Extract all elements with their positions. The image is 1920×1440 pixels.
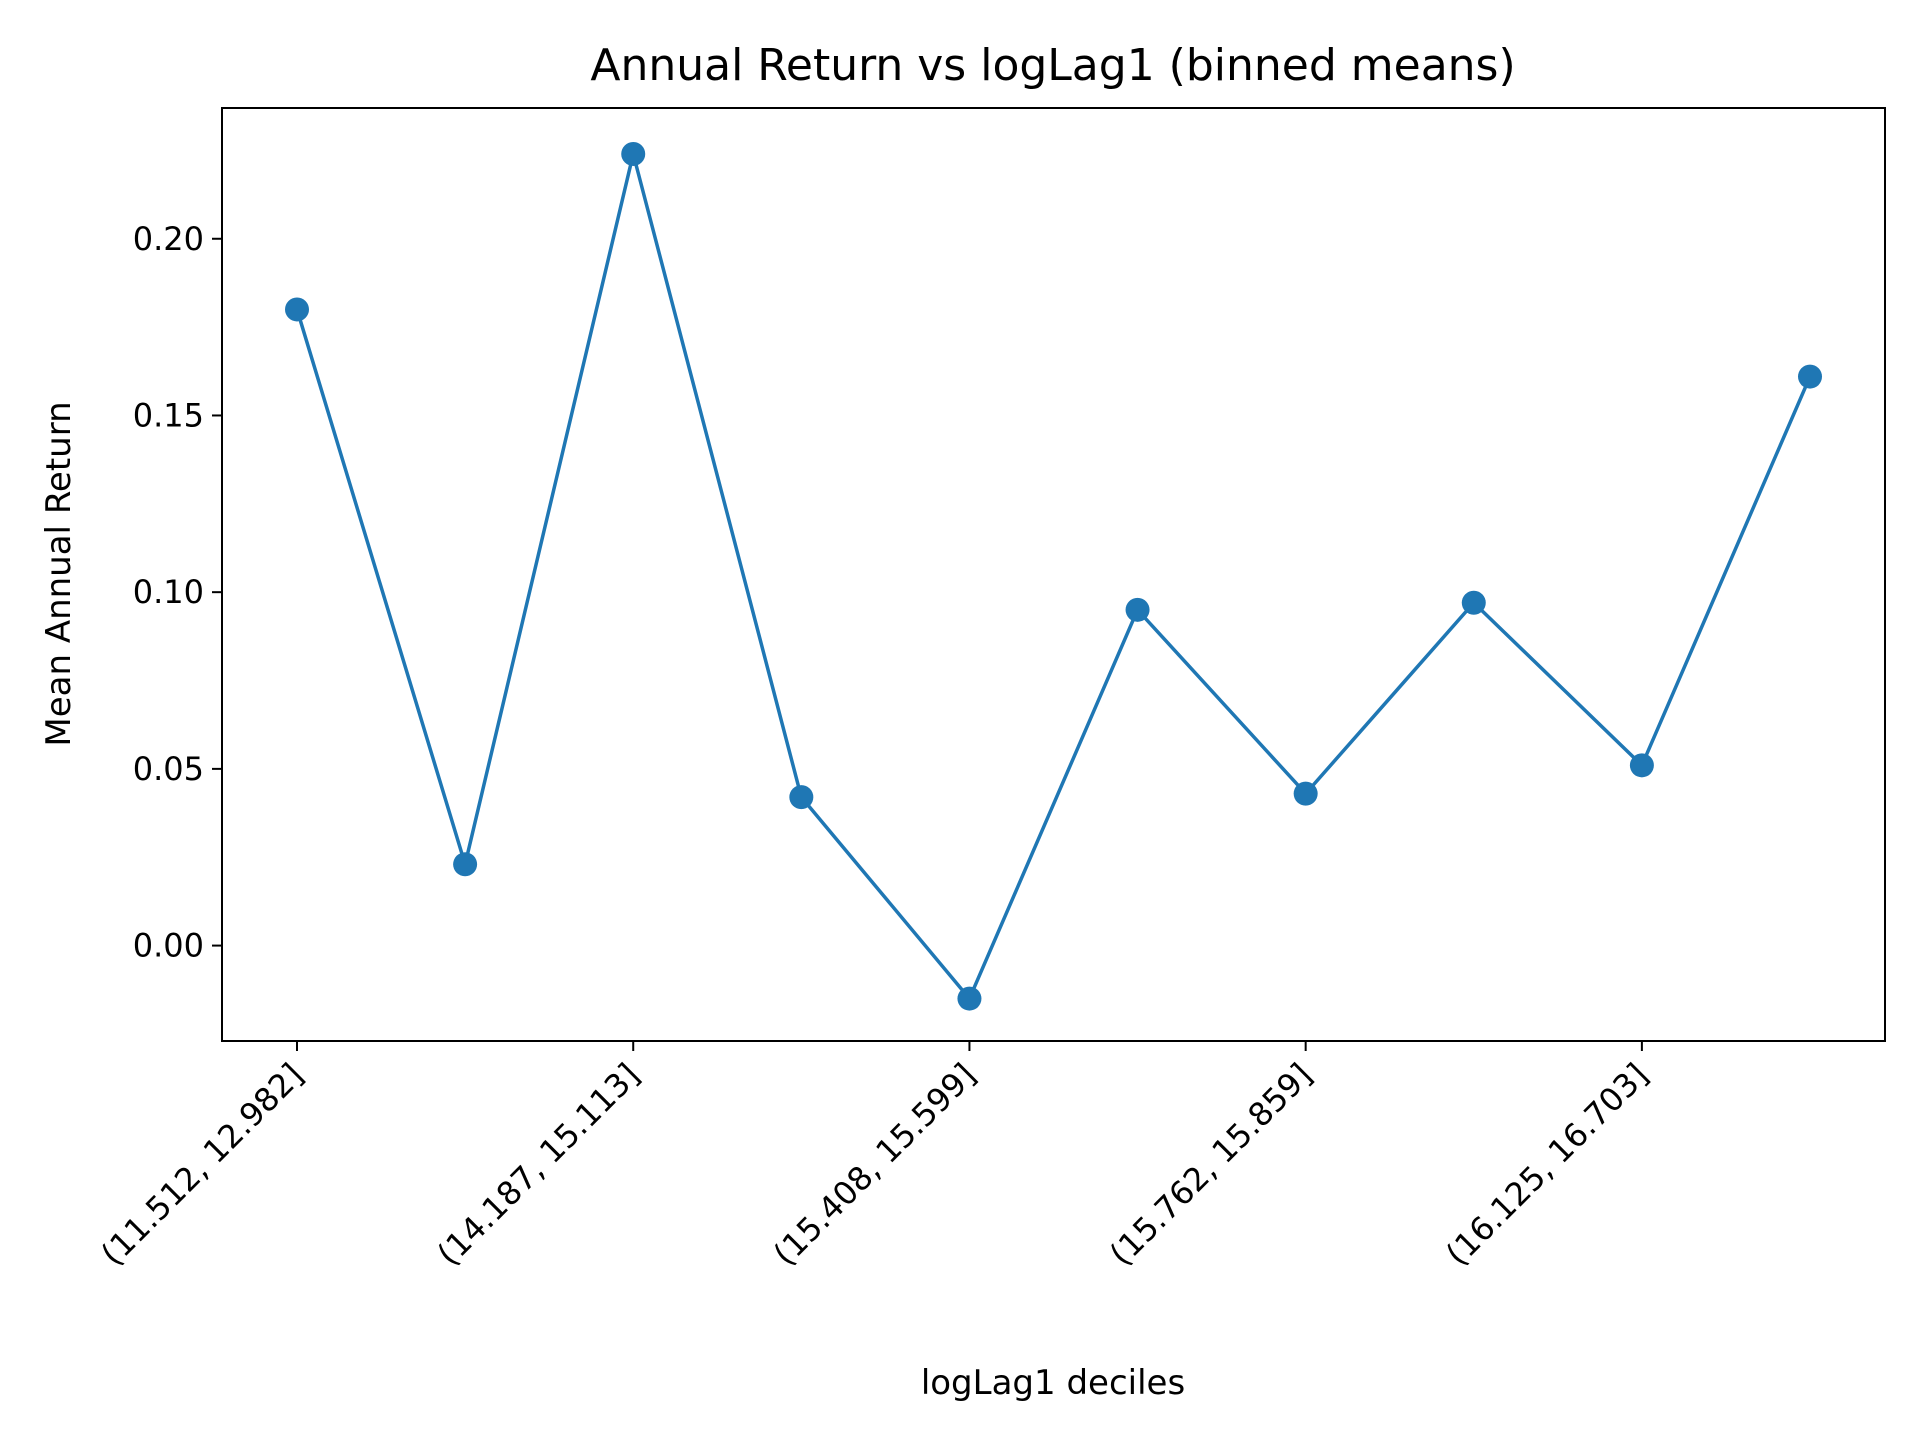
y-axis: 0.00 0.05 0.10 0.15 0.20: [133, 220, 222, 965]
x-tick-label: (15.408, 15.599]: [766, 1056, 983, 1273]
x-tick-label: (11.512, 12.982]: [93, 1056, 310, 1273]
chart-title: Annual Return vs logLag1 (binned means): [590, 40, 1515, 91]
data-point: [957, 986, 982, 1011]
data-point: [789, 785, 814, 810]
data-point: [453, 852, 478, 877]
y-tick-label: 0.05: [133, 750, 204, 788]
data-point: [1798, 364, 1822, 389]
x-tick-label: (14.187, 15.113]: [430, 1056, 647, 1273]
y-tick-label: 0.00: [133, 927, 204, 965]
y-axis-label: Mean Annual Return: [39, 401, 79, 746]
data-point: [1293, 781, 1318, 806]
data-point: [285, 297, 309, 322]
x-axis-label: logLag1 deciles: [921, 1363, 1185, 1403]
data-point: [1125, 597, 1150, 622]
x-tick-label: (15.762, 15.859]: [1102, 1056, 1319, 1273]
series-layer: [285, 141, 1822, 1011]
plot-area-frame: [221, 107, 1886, 1042]
data-point: [1461, 590, 1486, 615]
y-tick-label: 0.15: [133, 396, 204, 434]
y-tick-label: 0.20: [133, 220, 204, 258]
data-point: [621, 141, 646, 166]
series-line: [295, 152, 1812, 1001]
x-tick-label: (16.125, 16.703]: [1438, 1056, 1655, 1273]
y-tick-label: 0.10: [133, 573, 204, 611]
x-axis: (11.512, 12.982] (14.187, 15.113] (15.408,…: [93, 1041, 1656, 1273]
data-point: [1629, 753, 1654, 778]
